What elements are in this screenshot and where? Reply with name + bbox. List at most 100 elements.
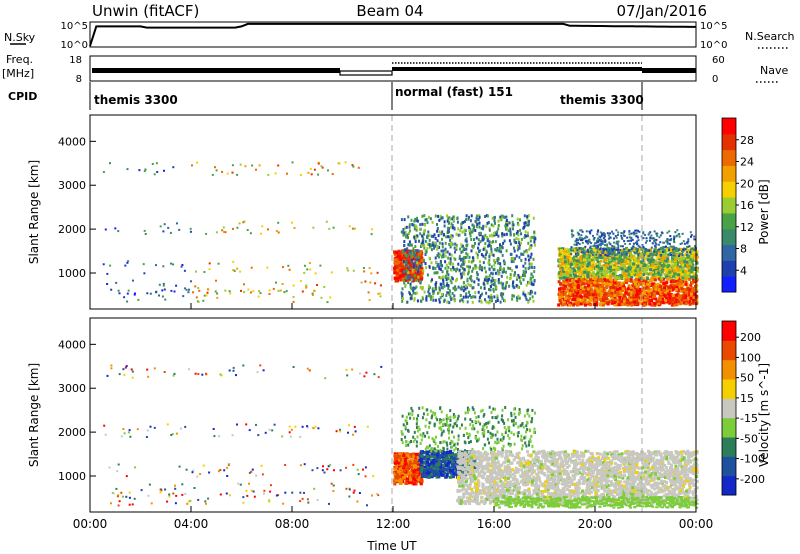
power-echo-pixel (515, 237, 518, 240)
power-echo-pixel (464, 229, 467, 233)
power-echo-pixel (461, 263, 464, 267)
power-echo-pixel (597, 237, 600, 240)
power-echo-pixel (625, 266, 629, 270)
power-echo-pixel (600, 279, 604, 283)
velocity-echo-pixel (131, 376, 134, 379)
power-echo-pixel (567, 248, 571, 252)
power-echo-pixel (655, 273, 659, 277)
power-echo-pixel (622, 283, 625, 287)
power-echo-pixel (590, 259, 594, 263)
power-echo-pixel (611, 266, 615, 269)
power-echo-pixel (581, 272, 585, 276)
velocity-echo-pixel (149, 425, 152, 428)
power-echo-pixel (507, 221, 509, 224)
power-echo-pixel (668, 249, 672, 252)
power-echo-pixel (470, 260, 473, 264)
power-echo-pixel (648, 248, 652, 252)
power-echo-pixel (205, 232, 208, 235)
power-echo-pixel (441, 264, 444, 268)
power-echo-pixel (530, 272, 533, 276)
power-echo-pixel (668, 301, 672, 305)
cpid-panel: CPID themis 3300 normal (fast) 151 themi… (8, 82, 644, 110)
power-echo-pixel (488, 255, 491, 259)
power-echo-pixel (677, 284, 681, 288)
power-echo-pixel (155, 162, 158, 165)
power-echo-pixel (581, 230, 584, 233)
power-echo-pixel (664, 257, 668, 261)
velocity-echo-pixel (365, 371, 368, 374)
power-echo-pixel (682, 240, 685, 243)
power-echo-pixel (465, 284, 467, 288)
power-echo-pixel (469, 231, 472, 235)
power-echo-pixel (410, 218, 413, 222)
power-echo-pixel (524, 257, 527, 261)
power-echo-pixel (588, 289, 592, 293)
power-echo-pixel (421, 234, 424, 238)
power-echo-pixel (454, 279, 457, 283)
velocity-echo-pixel (299, 464, 302, 467)
power-echo-pixel (594, 249, 598, 253)
power-echo-pixel (434, 236, 437, 240)
power-echo-pixel (616, 243, 619, 245)
power-echo-pixel (479, 260, 481, 264)
power-echo-pixel (523, 236, 526, 239)
power-echo-pixel (407, 243, 410, 247)
power-echo-pixel (589, 246, 592, 249)
power-echo-pixel (106, 283, 109, 285)
power-echo-pixel (637, 239, 640, 242)
power-echo-pixel (447, 284, 450, 288)
power-echo-pixel (577, 300, 581, 304)
power-echo-pixel (404, 279, 408, 282)
power-echo-pixel (309, 268, 312, 271)
power-echo-pixel (627, 256, 631, 260)
power-echo-pixel (443, 284, 446, 288)
power-echo-pixel (596, 230, 599, 233)
power-echo-pixel (597, 296, 601, 300)
power-echo-pixel (529, 297, 532, 301)
power-echo-pixel (155, 290, 158, 293)
power-echo-pixel (427, 290, 430, 294)
power-echo-pixel (526, 231, 529, 235)
power-echo-pixel (494, 279, 497, 282)
power-echo-pixel (644, 241, 647, 244)
power-echo-pixel (684, 278, 688, 282)
power-echo-pixel (655, 232, 658, 235)
power-echo-pixel (616, 288, 620, 292)
power-echo-pixel (586, 264, 590, 268)
power-echo-pixel (608, 258, 612, 262)
power-echo-pixel (463, 255, 466, 259)
power-echo-pixel (470, 214, 473, 218)
velocity-echo-pixel (125, 495, 128, 498)
power-echo-pixel (622, 263, 626, 267)
power-echo-pixel (691, 275, 695, 279)
power-echo-pixel (151, 163, 154, 165)
power-echo-pixel (162, 230, 165, 233)
power-echo-pixel (455, 232, 458, 236)
power-echo-pixel (288, 268, 291, 271)
power-echo-pixel (614, 270, 618, 274)
power-echo-pixel (458, 233, 461, 237)
power-echo-pixel (338, 162, 341, 165)
power-echo-pixel (447, 216, 450, 220)
power-echo-pixel (504, 299, 506, 303)
power-echo-pixel (469, 219, 472, 223)
power-echo-pixel (488, 253, 491, 257)
power-echo-pixel (477, 290, 480, 294)
power-echo-pixel (582, 251, 585, 254)
power-echo-pixel (611, 230, 613, 233)
power-echo-pixel (465, 218, 468, 222)
power-echo-pixel (436, 223, 438, 226)
power-echo-pixel (569, 257, 572, 260)
power-echo-pixel (681, 254, 685, 258)
power-echo-pixel (475, 236, 478, 240)
power-echo-pixel (480, 266, 483, 270)
power-echo-pixel (572, 290, 576, 294)
power-echo-pixel (635, 294, 639, 298)
power-echo-pixel (557, 303, 561, 307)
power-echo-pixel (258, 164, 261, 167)
power-echo-pixel (616, 255, 620, 259)
power-echo-pixel (595, 262, 598, 266)
power-echo-pixel (662, 289, 666, 293)
power-echo-pixel (402, 260, 405, 264)
power-echo-pixel (604, 244, 606, 247)
